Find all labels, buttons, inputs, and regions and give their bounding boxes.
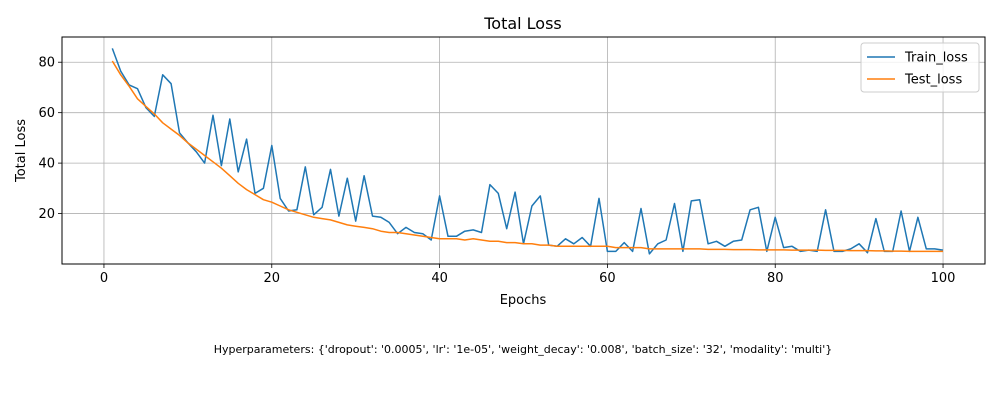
legend-label-train: Train_loss [904, 51, 968, 66]
plot-frame [61, 36, 986, 265]
chart-title: Total Loss [483, 14, 562, 33]
series-line-train-loss [111, 48, 944, 255]
y-tick-label: 20 [38, 207, 55, 222]
x-tick-label: 20 [263, 271, 280, 286]
x-tick-label: 80 [767, 271, 784, 286]
x-tick-label: 40 [431, 271, 448, 286]
x-tick-label: 0 [100, 271, 108, 286]
y-tick-label: 40 [38, 157, 55, 172]
y-tick-label: 80 [38, 56, 55, 71]
x-axis-label: Epochs [500, 293, 547, 308]
y-tick-label: 60 [38, 106, 55, 121]
series-line-test-loss [111, 60, 943, 253]
x-tick-label: 60 [599, 271, 616, 286]
grid-layer [62, 37, 985, 264]
tick-layer: 0 20 40 60 80 100 20 40 60 80 [38, 56, 955, 286]
hyperparameters-caption: Hyperparameters: {'dropout': '0.0005', '… [214, 343, 833, 356]
y-axis-label: Total Loss [14, 119, 29, 183]
series-layer [111, 48, 944, 255]
x-tick-label: 100 [931, 271, 956, 286]
legend: Train_loss Test_loss [860, 42, 980, 93]
legend-label-test: Test_loss [904, 73, 962, 88]
